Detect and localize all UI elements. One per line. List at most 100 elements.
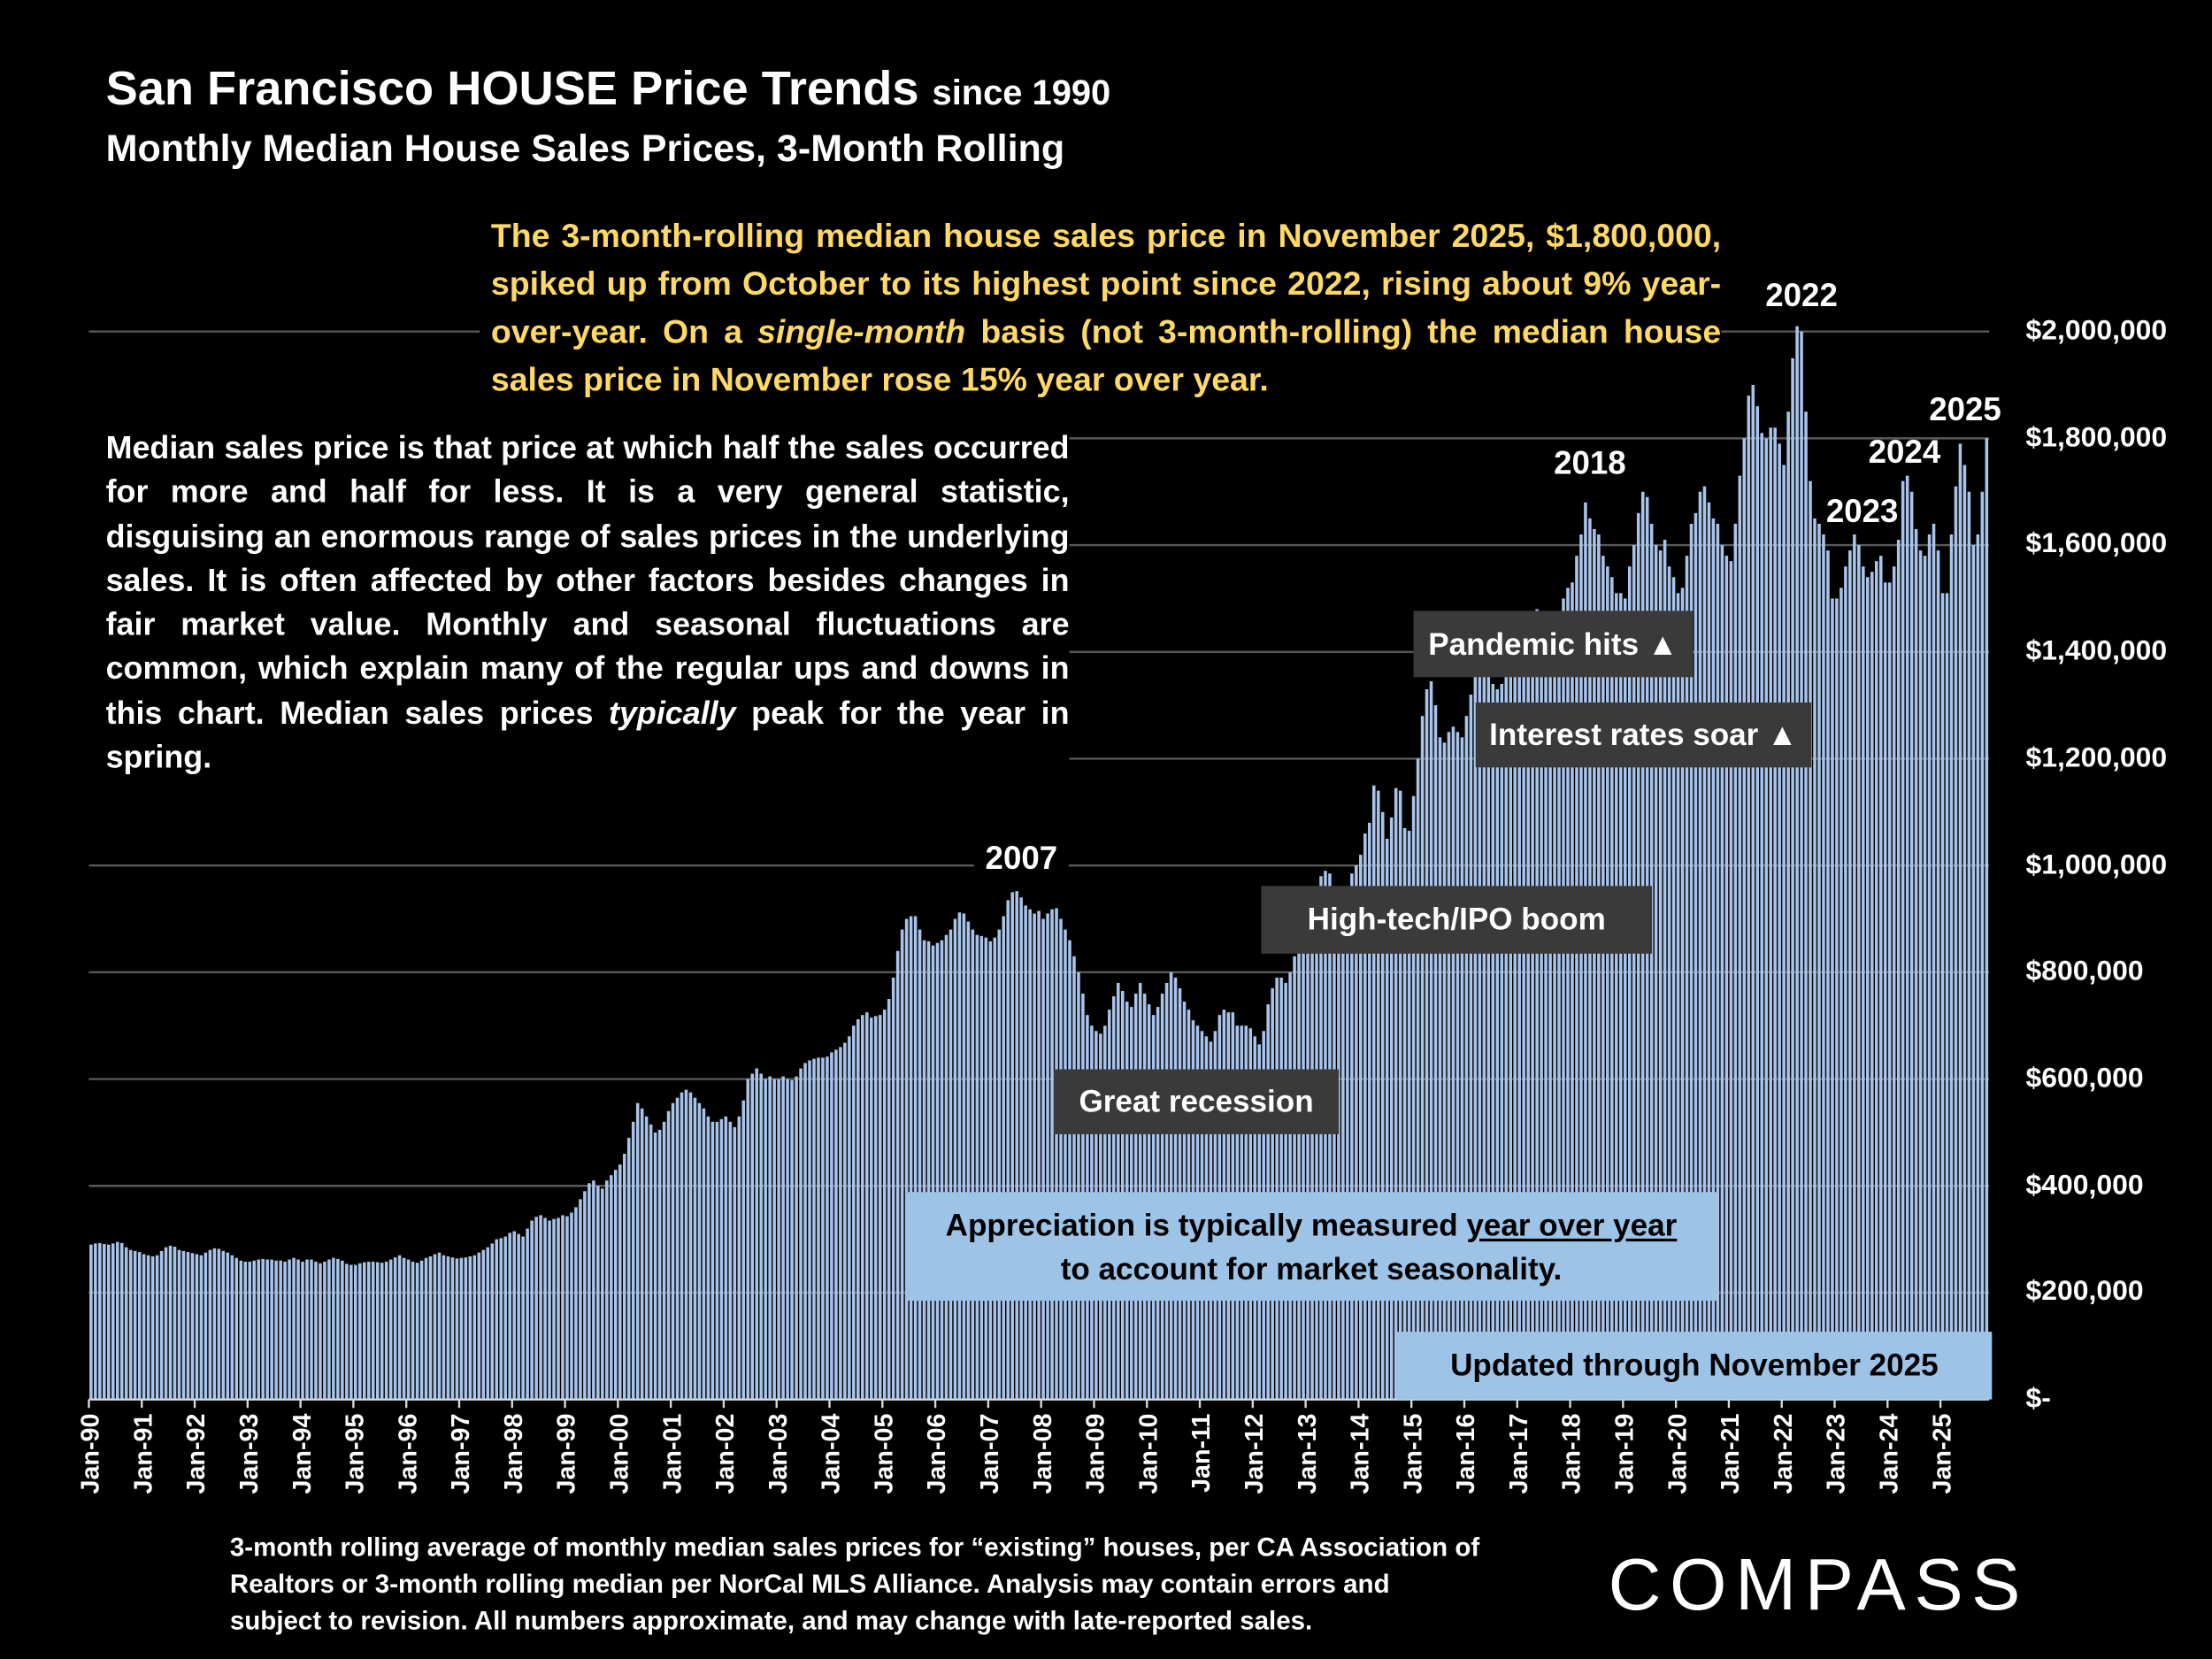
bar xyxy=(190,1253,195,1400)
bar xyxy=(292,1257,296,1400)
updated-through-callout: Updated through November 2025 xyxy=(1396,1332,1993,1400)
bar xyxy=(464,1257,468,1400)
bar xyxy=(89,1244,93,1400)
bar xyxy=(1495,689,1500,1400)
bar xyxy=(764,1079,767,1400)
year-label-2022: 2022 xyxy=(1754,276,1849,315)
bar xyxy=(1971,545,1976,1400)
bar xyxy=(856,1018,860,1400)
bar xyxy=(873,1016,878,1400)
bar xyxy=(1517,672,1521,1400)
bar xyxy=(450,1257,455,1400)
x-tick-label: Jan-01 xyxy=(658,1414,687,1494)
bar xyxy=(1782,465,1786,1400)
bar xyxy=(1755,406,1760,1400)
bar xyxy=(512,1231,516,1400)
bar xyxy=(1702,486,1707,1400)
bar xyxy=(1878,556,1883,1400)
bar xyxy=(1707,502,1711,1400)
bar xyxy=(626,1137,631,1400)
appreciation-text: Appreciation is typically measured xyxy=(945,1207,1467,1242)
x-tick-label: Jan-22 xyxy=(1770,1414,1798,1494)
bar xyxy=(1571,582,1574,1400)
bar xyxy=(1398,790,1402,1400)
bar xyxy=(878,1015,882,1400)
bar xyxy=(319,1263,322,1400)
explanation-text: Median sales price is that price at whic… xyxy=(84,426,1070,780)
bar xyxy=(1284,982,1287,1400)
bar xyxy=(530,1220,534,1400)
bar xyxy=(1117,982,1120,1400)
bar xyxy=(1473,672,1478,1400)
bar xyxy=(150,1256,155,1400)
x-tick-label: Jan-90 xyxy=(77,1414,105,1494)
bar xyxy=(1597,534,1601,1400)
bar xyxy=(199,1255,204,1400)
bar xyxy=(895,950,900,1400)
bar xyxy=(415,1263,419,1400)
bar xyxy=(848,1036,851,1400)
bar xyxy=(834,1049,838,1400)
bar xyxy=(640,1108,644,1400)
bar xyxy=(561,1215,565,1400)
bar xyxy=(1927,534,1932,1400)
bar xyxy=(1619,593,1623,1400)
bar xyxy=(310,1259,313,1400)
bar xyxy=(314,1261,318,1400)
bar xyxy=(1138,982,1142,1400)
bar xyxy=(631,1121,635,1400)
bar xyxy=(107,1244,111,1400)
bar xyxy=(1835,598,1839,1400)
bar xyxy=(1019,897,1023,1400)
bar xyxy=(953,918,957,1400)
bar xyxy=(1302,942,1305,1400)
bar xyxy=(345,1263,349,1400)
bar xyxy=(1909,491,1914,1400)
bar xyxy=(1442,742,1447,1400)
bar xyxy=(442,1255,446,1400)
annotation-pandemic: Pandemic hits ▲ xyxy=(1413,611,1694,678)
bar xyxy=(548,1220,551,1400)
bar xyxy=(468,1256,472,1400)
y-tick-label: $1,000,000 xyxy=(2025,849,2168,880)
bar xyxy=(1962,465,1967,1400)
bar xyxy=(790,1079,794,1400)
bar xyxy=(1813,518,1816,1400)
bar xyxy=(366,1261,371,1400)
bar xyxy=(1420,716,1425,1400)
bars xyxy=(89,326,1989,1400)
bar xyxy=(341,1260,344,1400)
bar xyxy=(358,1263,362,1400)
bar xyxy=(349,1264,353,1400)
bar xyxy=(808,1060,811,1400)
year-label-2023: 2023 xyxy=(1825,492,1899,529)
bar xyxy=(1486,667,1491,1400)
bar xyxy=(1553,635,1556,1400)
x-tick-label: Jan-04 xyxy=(818,1414,846,1494)
bar xyxy=(327,1259,331,1400)
bar xyxy=(411,1261,415,1400)
bar xyxy=(1945,593,1949,1400)
bar xyxy=(146,1255,150,1400)
bar xyxy=(746,1079,750,1400)
bar xyxy=(168,1245,173,1400)
bar xyxy=(1438,737,1442,1400)
bar xyxy=(614,1170,618,1400)
bar xyxy=(1402,827,1407,1400)
bar xyxy=(1482,657,1486,1400)
bar xyxy=(971,929,975,1400)
bar xyxy=(177,1249,181,1400)
bar xyxy=(1831,598,1834,1400)
x-tick-label: Jan-93 xyxy=(235,1414,264,1494)
bar xyxy=(605,1180,609,1400)
bar xyxy=(521,1236,525,1400)
bar xyxy=(1416,758,1420,1400)
bar xyxy=(332,1257,335,1400)
bar xyxy=(1848,550,1852,1400)
bar xyxy=(1380,811,1385,1400)
bar xyxy=(1024,905,1027,1400)
bar xyxy=(1676,593,1680,1400)
bar xyxy=(724,1116,728,1400)
bar xyxy=(490,1243,495,1400)
